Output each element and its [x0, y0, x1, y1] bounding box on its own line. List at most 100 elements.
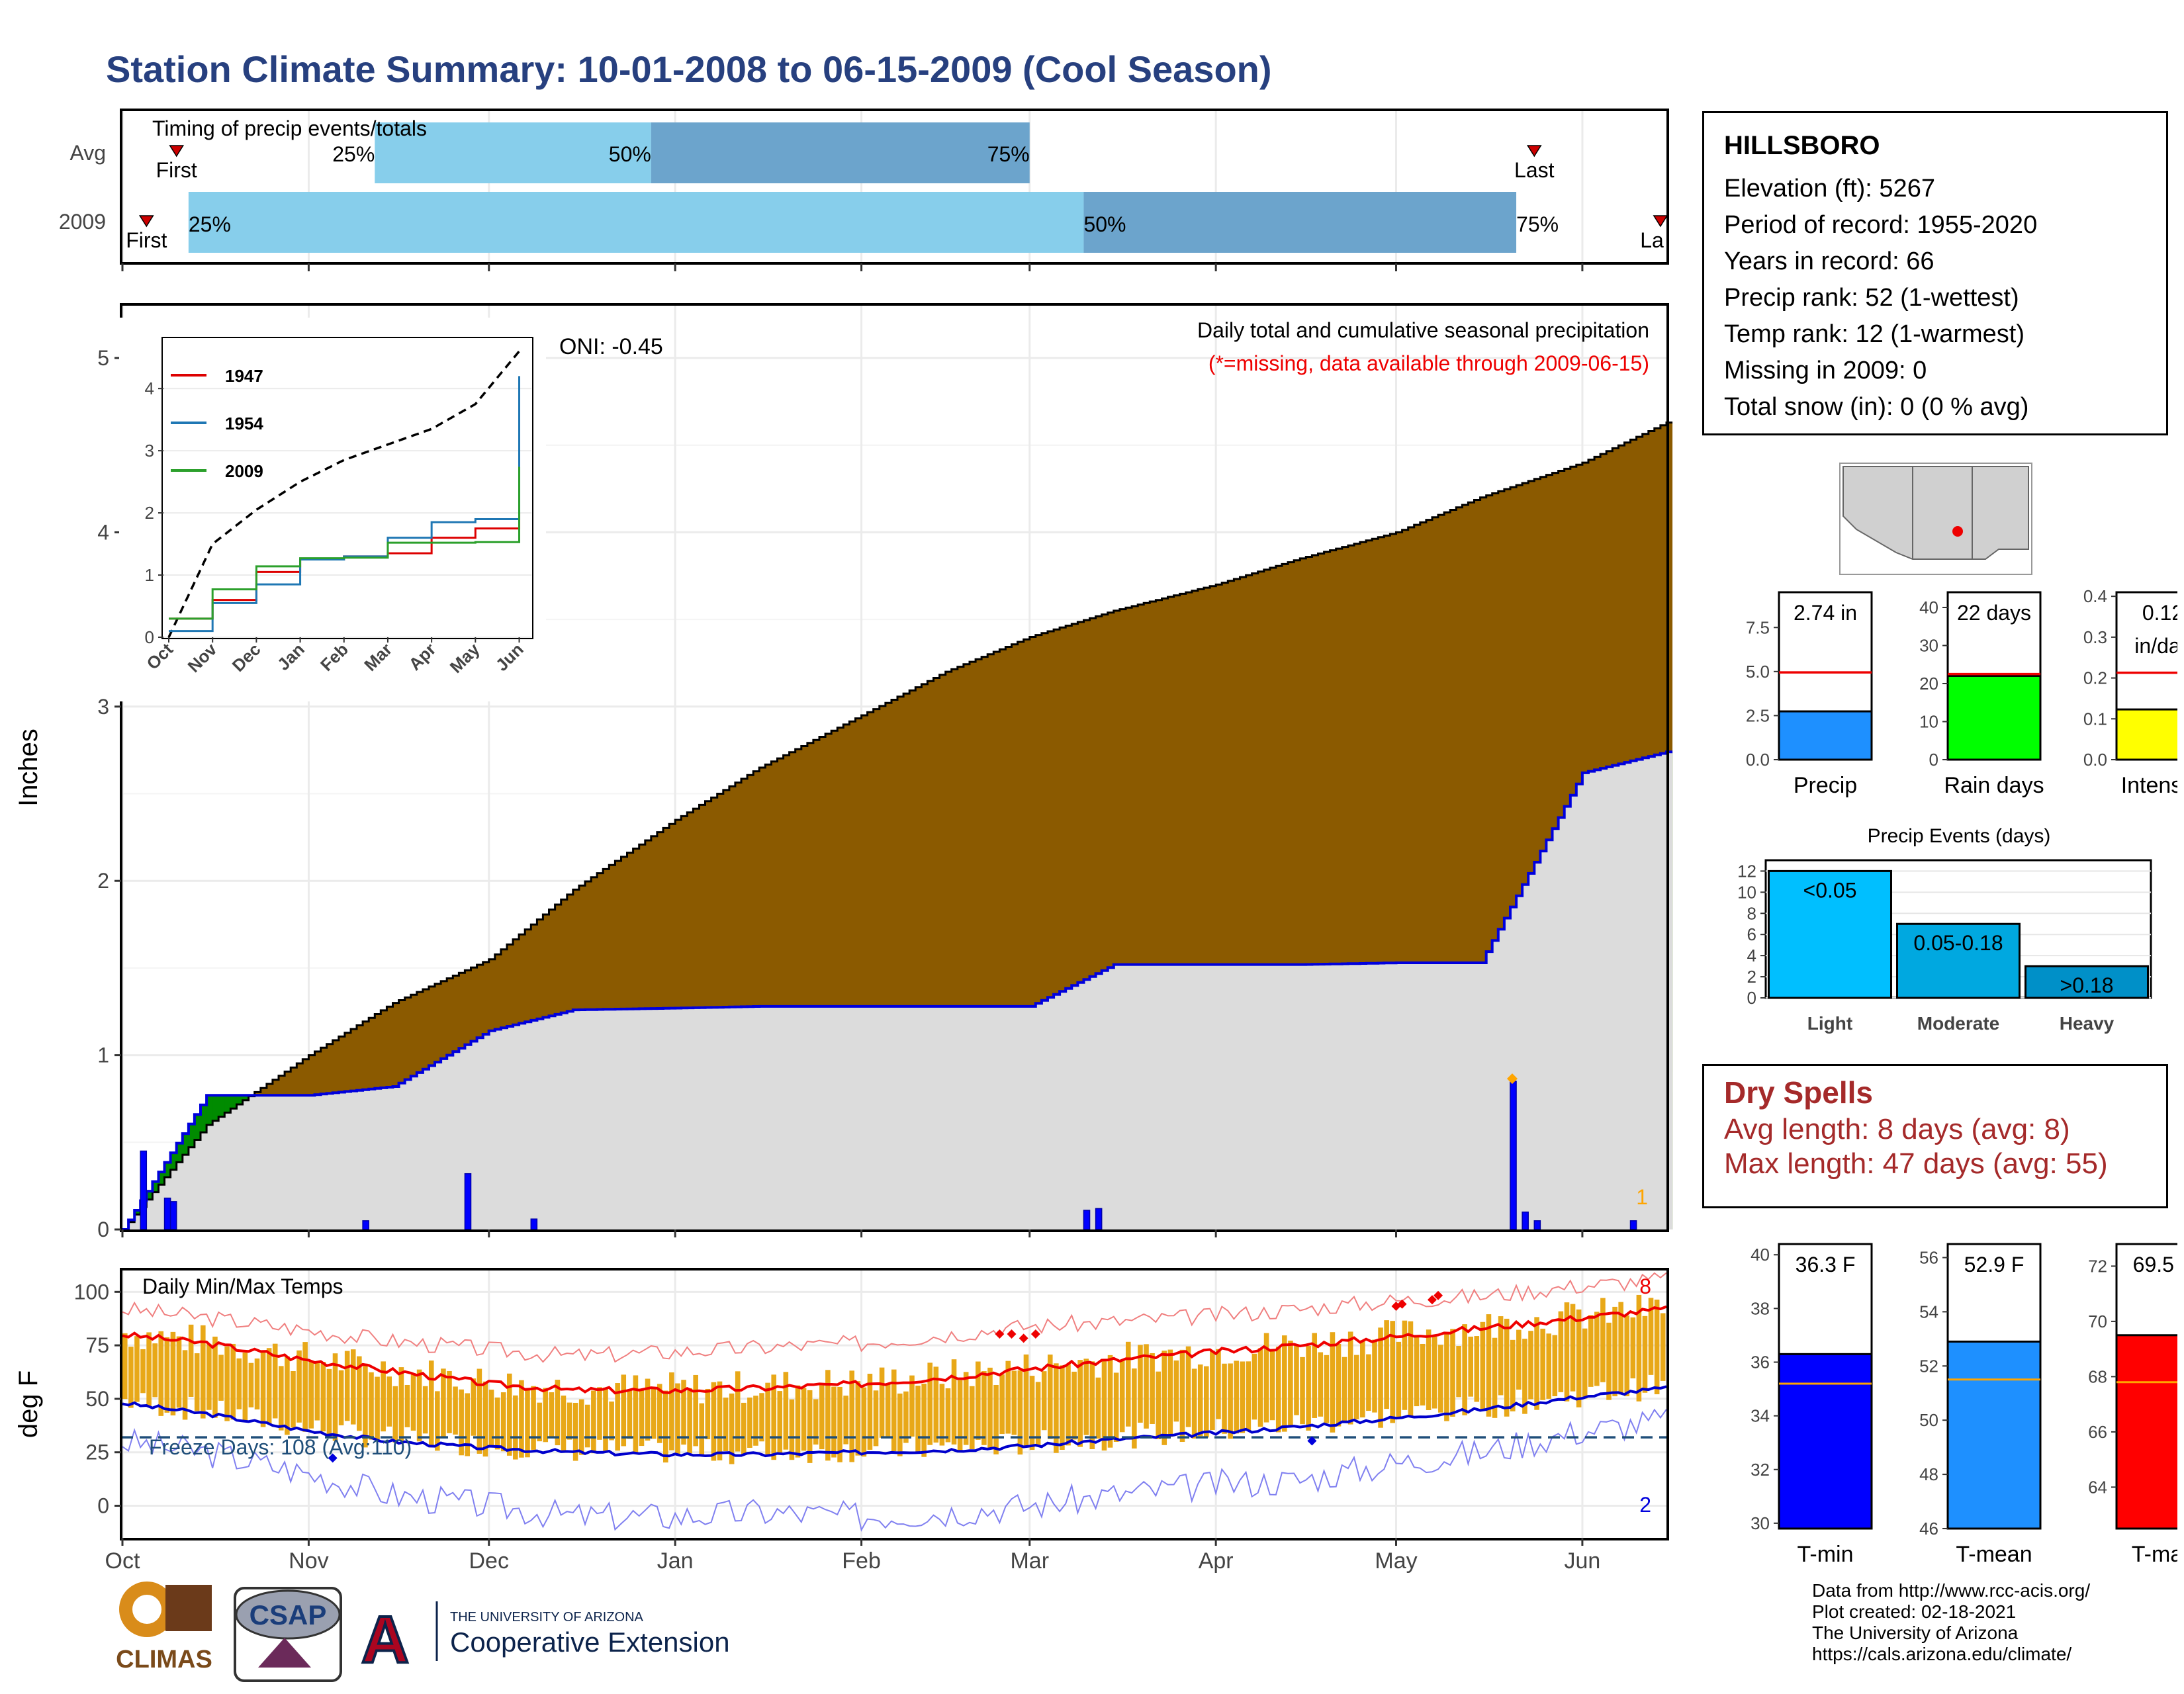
daily-temp-bar: [1156, 1371, 1161, 1439]
event-range: >0.18: [2060, 973, 2114, 997]
daily-temp-bar: [555, 1380, 561, 1446]
daily-temp-bar: [1107, 1355, 1113, 1448]
temp-ytick-label: 100: [74, 1280, 109, 1304]
mini-ytick-label: 0.4: [2083, 586, 2107, 606]
daily-temp-bar: [266, 1348, 272, 1424]
month-label: Mar: [1010, 1548, 1049, 1574]
events-ytick-label: 0: [1747, 988, 1756, 1008]
daily-temp-bar: [723, 1398, 729, 1451]
daily-temp-bar: [363, 1363, 368, 1448]
daily-temp-bar: [459, 1389, 464, 1456]
daily-temp-bar: [279, 1366, 284, 1431]
events-ytick-label: 10: [1737, 882, 1756, 902]
daily-temp-bar: [1576, 1309, 1582, 1407]
daily-temp-bar: [254, 1358, 260, 1409]
daily-temp-bar: [1294, 1345, 1299, 1415]
daily-temp-bar: [1066, 1364, 1071, 1446]
daily-temp-bar: [344, 1351, 350, 1421]
excess-segment: [206, 1095, 213, 1125]
mini-ytick-label: 0.2: [2083, 668, 2107, 688]
mini-ytick-label: 30: [1919, 636, 1938, 656]
daily-temp-bar: [1041, 1371, 1047, 1431]
daily-temp-bar: [1275, 1347, 1281, 1433]
temp-mini-value: 36.3 F: [1796, 1253, 1856, 1276]
record-min-line: [122, 1408, 1667, 1532]
daily-temp-bar: [747, 1397, 752, 1448]
daily-temp-bar: [615, 1383, 620, 1451]
daily-temp-bar: [945, 1388, 951, 1443]
precip-ytick-label: 2: [97, 869, 109, 893]
temp-ylabel: deg F: [14, 1370, 43, 1438]
inset-ytick-label: 3: [145, 441, 154, 461]
daily-temp-bar: [1191, 1368, 1197, 1439]
temp-mini-label: T-mean: [1956, 1542, 2032, 1567]
daily-precip-bar: [140, 1150, 148, 1230]
daily-temp-bar: [1438, 1345, 1443, 1413]
temp-mini-ytick-label: 54: [1919, 1302, 1938, 1321]
first-marker: [169, 145, 185, 157]
excess-segment: [146, 1191, 153, 1200]
daily-temp-bar: [1378, 1327, 1383, 1428]
daily-temp-bar: [1119, 1360, 1125, 1433]
daily-temp-bar: [201, 1325, 206, 1419]
daily-temp-bar: [999, 1374, 1005, 1435]
station-precip-rank: Precip rank: 52 (1-wettest): [1724, 284, 2019, 312]
daily-temp-bar: [404, 1384, 410, 1427]
max-daily-marker: [1506, 1073, 1518, 1085]
daily-temp-bar: [801, 1388, 807, 1451]
mini-ytick-label: 0.0: [1746, 750, 1770, 770]
timing-last-label: La: [1640, 228, 1664, 252]
daily-temp-bar: [885, 1384, 891, 1438]
station-years: Years in record: 66: [1724, 247, 1934, 275]
daily-temp-bar: [1546, 1333, 1552, 1399]
record-high-marker: [1427, 1295, 1437, 1305]
event-range: 0.05-0.18: [1913, 931, 2003, 955]
temp-ytick-label: 0: [97, 1494, 109, 1518]
daily-temp-bar: [1522, 1339, 1527, 1414]
inset-ytick-label: 0: [145, 627, 154, 647]
daily-temp-bar: [1222, 1363, 1227, 1434]
daily-temp-bar: [915, 1386, 921, 1452]
daily-temp-bar: [1011, 1370, 1017, 1435]
daily-temp-bar: [482, 1381, 488, 1457]
daily-temp-bar: [909, 1375, 915, 1437]
daily-temp-bar: [1054, 1363, 1059, 1453]
daily-temp-bar: [398, 1367, 404, 1441]
month-label: Dec: [469, 1548, 509, 1574]
temp-mini-bar-T-mean: [1946, 1340, 2042, 1530]
daily-temp-bar: [903, 1391, 909, 1443]
daily-temp-bar: [428, 1360, 434, 1448]
daily-temp-bar: [1630, 1317, 1636, 1379]
daily-temp-bar: [1228, 1363, 1233, 1439]
daily-temp-bar: [392, 1386, 398, 1443]
record-high-marker: [1030, 1329, 1040, 1339]
daily-temp-bar: [927, 1362, 933, 1445]
timing-p75-label: 75%: [987, 142, 1030, 166]
daily-temp-bar: [1588, 1315, 1594, 1387]
mini-ytick-label: 10: [1919, 712, 1938, 732]
climas-logo: CLIMAS: [116, 1582, 212, 1673]
daily-temp-bar: [285, 1356, 290, 1435]
daily-temp-bar: [1384, 1320, 1389, 1409]
daily-temp-bar: [1210, 1351, 1215, 1431]
mini-ytick-label: 40: [1919, 598, 1938, 617]
svg-text:THE UNIVERSITY OF ARIZONA: THE UNIVERSITY OF ARIZONA: [450, 1610, 644, 1625]
daily-temp-bar: [1269, 1351, 1275, 1421]
page-title: Station Climate Summary: 10-01-2008 to 0…: [106, 48, 1272, 90]
daily-temp-bar: [146, 1332, 152, 1406]
main-chart-svg: Timing of precip events/totals Avg 2009 …: [14, 109, 1673, 1682]
temp-mini-ytick-label: 36: [1751, 1352, 1770, 1372]
mini-label: Rain days: [1944, 773, 2044, 798]
daily-temp-bar: [1071, 1371, 1077, 1440]
daily-temp-bar: [128, 1347, 134, 1408]
timing-row-avg: Avg: [69, 141, 106, 165]
last-marker: [1526, 145, 1542, 157]
mini-value: 2.74 in: [1794, 601, 1857, 625]
daily-temp-bar: [1516, 1329, 1522, 1390]
timing-label: Timing of precip events/totals: [152, 116, 427, 140]
daily-precip-bar: [362, 1220, 369, 1230]
daily-temp-bar: [302, 1342, 308, 1432]
daily-temp-bar: [206, 1344, 212, 1410]
season-cumulative-line: [122, 750, 1673, 1231]
daily-temp-bar: [1005, 1360, 1011, 1434]
